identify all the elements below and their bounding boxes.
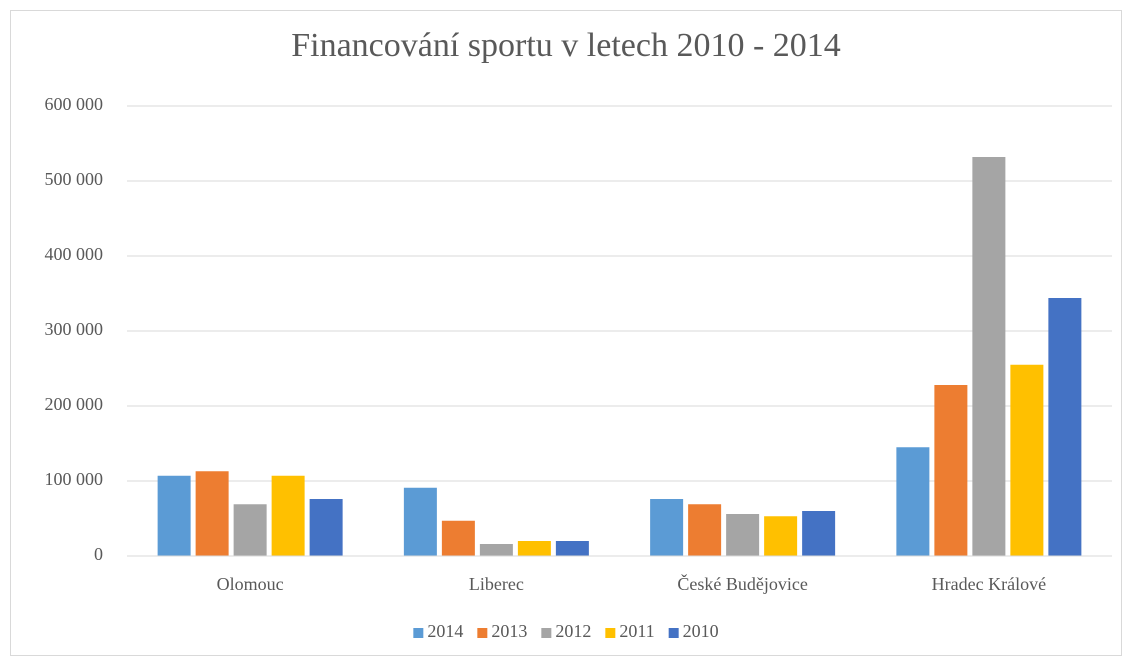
bar	[972, 157, 1006, 556]
legend-label: 2014	[427, 621, 463, 641]
x-tick-label: Hradec Králové	[932, 574, 1046, 594]
bar	[195, 471, 229, 556]
bar	[802, 511, 836, 556]
bar	[441, 520, 475, 556]
bar	[157, 475, 191, 556]
legend-label: 2013	[491, 621, 527, 641]
bar	[309, 499, 343, 556]
legend-label: 2011	[619, 621, 654, 641]
bar	[1048, 298, 1082, 556]
bar	[555, 541, 589, 556]
legend-swatch	[668, 628, 679, 638]
legend-swatch	[413, 628, 424, 638]
x-tick-label: Olomouc	[217, 574, 284, 594]
bar	[726, 514, 760, 556]
y-tick-label: 200 000	[45, 394, 104, 414]
legend-swatch	[605, 628, 616, 638]
y-tick-label: 100 000	[45, 469, 104, 489]
legend-label: 2010	[683, 621, 719, 641]
y-tick-label: 300 000	[45, 319, 104, 339]
legend-item: 2011	[605, 621, 655, 641]
bar	[1010, 364, 1044, 556]
bar	[934, 385, 968, 556]
y-tick-label: 600 000	[45, 94, 104, 114]
chart-frame	[10, 10, 1122, 656]
legend-item: 2010	[668, 621, 719, 641]
chart-title: Financování sportu v letech 2010 - 2014	[291, 27, 841, 64]
y-tick-label: 0	[94, 544, 103, 564]
x-tick-label: Liberec	[469, 574, 524, 594]
x-tick-label: České Budějovice	[677, 573, 807, 594]
legend-item: 2014	[413, 621, 463, 641]
bar	[896, 447, 930, 556]
legend-label: 2012	[555, 621, 591, 641]
y-tick-label: 400 000	[45, 244, 104, 264]
bar	[517, 541, 551, 556]
legend-swatch	[541, 628, 552, 638]
y-tick-label: 500 000	[45, 169, 104, 189]
bar	[479, 544, 513, 556]
bar	[688, 504, 722, 556]
bar	[764, 516, 798, 556]
legend-item: 2012	[541, 621, 591, 641]
bar	[650, 499, 684, 556]
bar	[271, 475, 305, 556]
legend-item: 2013	[477, 621, 527, 641]
legend-swatch	[477, 628, 488, 638]
bar	[233, 504, 267, 556]
bar	[403, 487, 437, 556]
